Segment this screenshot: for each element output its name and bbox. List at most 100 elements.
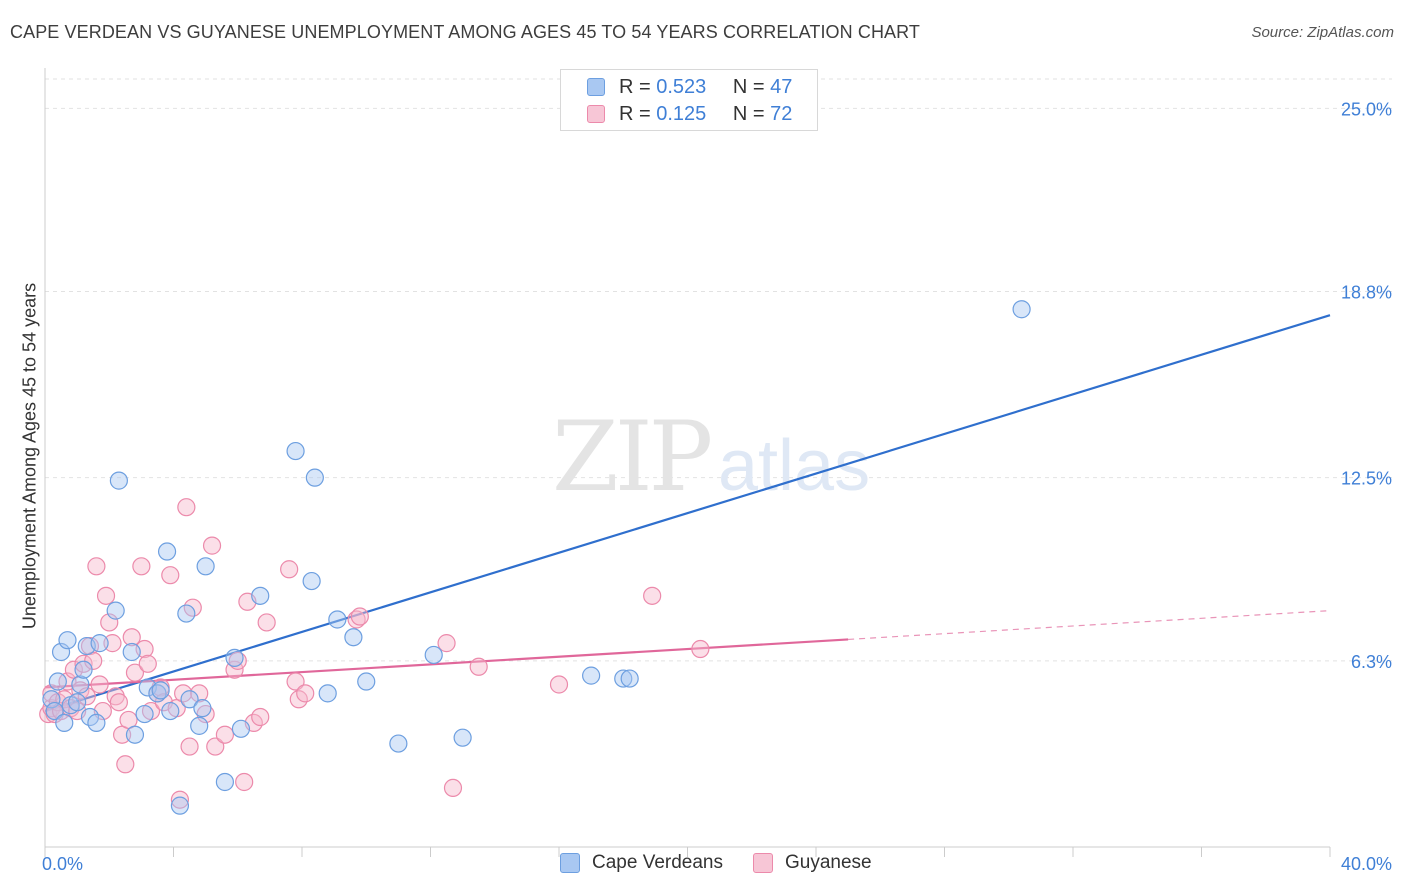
cape-verdean-point	[55, 713, 74, 733]
guyanese-point	[103, 634, 122, 653]
cape-verdean-point	[68, 693, 87, 712]
cape-verdean-point	[357, 672, 376, 691]
guyanese-point	[190, 684, 209, 703]
guyanese-point	[96, 586, 116, 605]
x-tick-label-min: 0.0%	[42, 854, 83, 874]
guyanese-point	[161, 566, 180, 585]
cape-verdean-point	[148, 684, 167, 703]
guyanese-trendline	[44, 638, 849, 689]
legend-item-cape-verdeans: Cape Verdeans	[560, 852, 723, 874]
cape-verdean-point	[389, 734, 408, 753]
guyanese-swatch	[587, 105, 605, 123]
guyanese-point	[77, 687, 96, 706]
y-tick-label: 6.3%	[1351, 652, 1392, 672]
guyanese-point	[177, 498, 196, 517]
cape-verdean-point	[193, 699, 212, 718]
cape-verdean-point	[180, 690, 199, 709]
cape-verdeans-trendline	[44, 314, 1331, 713]
watermark-atlas: atlas	[718, 426, 870, 506]
cape-verdean-point	[157, 542, 177, 561]
guyanese-legend-swatch	[753, 853, 773, 873]
guyanese-point	[122, 628, 141, 647]
legend-r-label: R =	[619, 102, 651, 125]
cape-verdean-point	[231, 719, 251, 738]
legend-item-guyanese: Guyanese	[753, 852, 872, 874]
guyanese-point	[215, 725, 234, 744]
guyanese-point	[116, 755, 135, 774]
cape-verdean-point	[58, 631, 77, 650]
cape-verdeans-legend-swatch	[560, 853, 580, 873]
cape-verdean-point	[42, 690, 61, 709]
guyanese-point	[251, 707, 270, 727]
source-label: Source: ZipAtlas.com	[1251, 24, 1394, 41]
watermark-zip: ZIP	[552, 401, 711, 513]
y-tick-label: 18.8%	[1341, 283, 1392, 303]
guyanese-point	[347, 610, 366, 629]
guyanese-point	[170, 790, 190, 809]
guyanese-point	[109, 693, 128, 712]
cape-verdean-point	[453, 728, 472, 747]
cape-verdean-point	[106, 601, 125, 620]
cape-verdean-point	[122, 642, 141, 662]
guyanese-point	[691, 639, 710, 659]
cape-verdean-point	[170, 796, 190, 815]
cape-verdean-point	[344, 628, 363, 647]
guyanese-point	[132, 557, 151, 576]
cape-verdean-point	[74, 660, 93, 679]
legend-item-label: Cape Verdeans	[592, 852, 723, 873]
guyanese-point	[100, 613, 119, 632]
cape-verdean-point	[71, 675, 90, 694]
guyanese-trendline-extension	[848, 610, 1331, 641]
cape-verdean-point	[87, 713, 106, 733]
guyanese-point	[280, 560, 299, 579]
cape-verdean-point	[135, 704, 154, 724]
cape-verdean-point	[151, 681, 170, 700]
y-axis-label: Unemployment Among Ages 45 to 54 years	[19, 282, 40, 630]
legend-row-cape-verdeans: R = 0.523 N = 47	[587, 74, 792, 100]
cape-verdean-point	[196, 557, 215, 576]
cape-verdean-point	[225, 648, 244, 667]
legend-n-value: 72	[770, 102, 793, 125]
guyanese-point	[437, 634, 456, 653]
guyanese-point	[286, 672, 305, 691]
y-tick-label: 12.5%	[1341, 469, 1392, 489]
cape-verdeans-swatch	[587, 78, 605, 96]
cape-verdean-point	[90, 634, 109, 653]
guyanese-point	[257, 613, 276, 632]
legend-n-label: N =	[732, 102, 765, 125]
guyanese-point	[87, 557, 106, 576]
cape-verdean-point	[424, 645, 443, 665]
guyanese-point	[138, 654, 157, 673]
chart-title: CAPE VERDEAN VS GUYANESE UNEMPLOYMENT AM…	[10, 22, 921, 42]
guyanese-point	[202, 536, 222, 555]
guyanese-point	[180, 737, 199, 756]
y-tick-label: 25.0%	[1341, 99, 1392, 119]
legend-item-label: Guyanese	[785, 852, 872, 873]
legend-n-value: 47	[770, 75, 793, 98]
cape-verdean-point	[286, 441, 305, 461]
cape-verdean-point	[614, 669, 633, 688]
cape-verdean-point	[251, 586, 270, 605]
legend-r-value: 0.523	[656, 75, 707, 98]
cape-verdean-point	[328, 610, 347, 629]
cape-verdean-point	[45, 701, 64, 721]
cape-verdean-point	[177, 604, 196, 623]
guyanese-point	[443, 778, 463, 798]
cape-verdean-point	[161, 701, 180, 721]
guyanese-point	[228, 651, 247, 670]
cape-verdean-point	[302, 571, 321, 591]
cape-verdean-point	[1012, 300, 1031, 319]
guyanese-point	[90, 675, 109, 694]
legend-r-label: R =	[619, 75, 651, 98]
guyanese-point	[206, 737, 225, 756]
guyanese-point	[125, 663, 145, 682]
cape-verdean-point	[215, 772, 234, 792]
series-legend: Cape Verdeans Guyanese	[560, 852, 902, 874]
legend-r-value: 0.125	[656, 102, 707, 125]
guyanese-point	[296, 684, 315, 703]
cape-verdean-point	[620, 669, 639, 688]
correlation-legend: R = 0.523 N = 47 R = 0.125 N = 72	[560, 69, 818, 131]
legend-row-guyanese: R = 0.125 N = 72	[587, 101, 792, 127]
cape-verdean-point	[582, 666, 601, 685]
